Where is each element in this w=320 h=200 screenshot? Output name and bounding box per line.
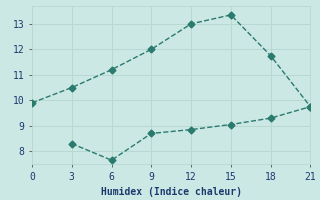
X-axis label: Humidex (Indice chaleur): Humidex (Indice chaleur) bbox=[101, 187, 242, 197]
